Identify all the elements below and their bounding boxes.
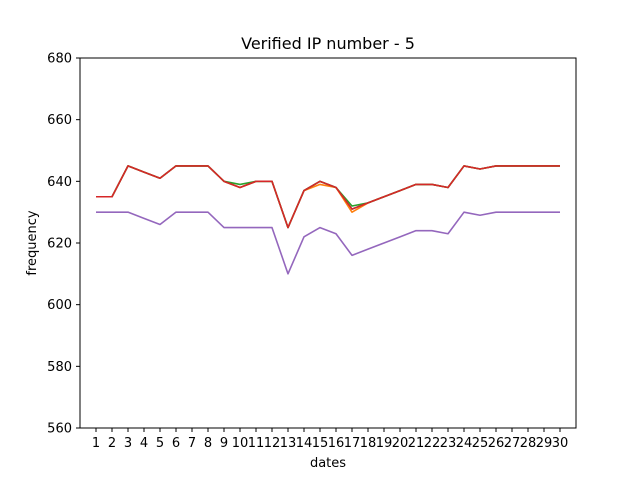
- plot-area: [79, 57, 577, 429]
- x-tick-label: 2: [108, 436, 116, 451]
- x-tick-label: 27: [504, 436, 521, 451]
- x-tick-label: 23: [440, 436, 457, 451]
- y-tick-label: 580: [47, 360, 72, 375]
- y-tick-label: 620: [47, 237, 72, 252]
- x-tick-label: 22: [424, 436, 441, 451]
- y-tick-label: 680: [47, 52, 72, 67]
- series-line-4: [96, 165, 560, 229]
- x-tick-label: 18: [360, 436, 377, 451]
- x-tick-label: 28: [520, 436, 537, 451]
- series-line-5: [96, 211, 560, 275]
- x-tick-label: 29: [536, 436, 553, 451]
- chart-title: Verified IP number - 5: [241, 34, 415, 53]
- x-tick-label: 11: [248, 436, 265, 451]
- x-tick-label: 3: [124, 436, 132, 451]
- y-axis: 560 580 600 620 640 660 680: [47, 52, 80, 437]
- x-tick-label: 17: [344, 436, 361, 451]
- x-tick-label: 10: [232, 436, 249, 451]
- x-tick-label: 12: [264, 436, 281, 451]
- x-tick-label: 20: [392, 436, 409, 451]
- y-tick-label: 600: [47, 298, 72, 313]
- x-axis: 1 2 3 4 5 6 7 8 9 10 11 12 13 14 15 16 17 18 19 20 21 22 23 24 2…: [92, 428, 568, 451]
- x-tick-label: 1: [92, 436, 100, 451]
- x-tick-label: 14: [296, 436, 313, 451]
- x-axis-label: dates: [310, 456, 346, 471]
- series-line-3: [96, 165, 560, 229]
- series-line-2: [96, 165, 560, 229]
- x-tick-label: 21: [408, 436, 425, 451]
- x-tick-label: 25: [472, 436, 489, 451]
- x-tick-label: 4: [140, 436, 148, 451]
- y-tick-label: 660: [47, 113, 72, 128]
- series-line-1: [96, 165, 560, 229]
- y-tick-label: 640: [47, 175, 72, 190]
- y-axis-label: frequency: [25, 210, 40, 276]
- series-group: [96, 165, 560, 275]
- x-tick-label: 7: [188, 436, 196, 451]
- x-tick-label: 19: [376, 436, 393, 451]
- x-tick-label: 8: [204, 436, 212, 451]
- x-tick-label: 24: [456, 436, 473, 451]
- x-tick-label: 16: [328, 436, 345, 451]
- x-tick-label: 13: [280, 436, 297, 451]
- x-tick-label: 26: [488, 436, 505, 451]
- x-tick-label: 9: [220, 436, 228, 451]
- x-tick-label: 15: [312, 436, 329, 451]
- x-tick-label: 30: [552, 436, 569, 451]
- y-tick-label: 560: [47, 422, 72, 437]
- x-tick-label: 5: [156, 436, 164, 451]
- x-tick-label: 6: [172, 436, 180, 451]
